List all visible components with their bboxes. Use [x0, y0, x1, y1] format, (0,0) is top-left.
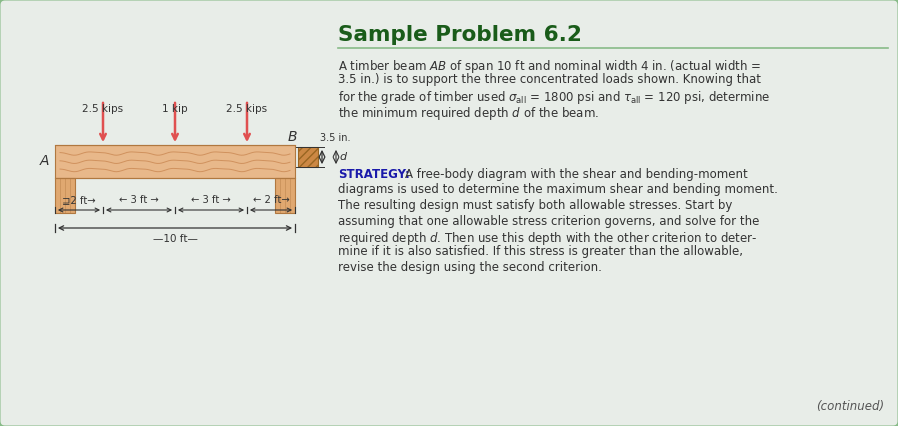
Text: STRATEGY:: STRATEGY: — [338, 168, 409, 181]
Text: ← 3 ft →: ← 3 ft → — [191, 195, 231, 205]
Text: 3.5 in.) is to support the three concentrated loads shown. Knowing that: 3.5 in.) is to support the three concent… — [338, 74, 761, 86]
Text: 2.5 kips: 2.5 kips — [226, 104, 268, 114]
Text: d: d — [339, 152, 346, 162]
Bar — [298, 147, 318, 167]
Bar — [275, 178, 295, 213]
Text: for the grade of timber used $\sigma_\mathrm{all}$ = 1800 psi and $\tau_\mathrm{: for the grade of timber used $\sigma_\ma… — [338, 89, 770, 106]
Text: assuming that one allowable stress criterion governs, and solve for the: assuming that one allowable stress crite… — [338, 215, 760, 227]
Bar — [55, 145, 295, 178]
Text: A: A — [40, 154, 49, 168]
Text: ← 3 ft →: ← 3 ft → — [119, 195, 159, 205]
Text: mine if it is also satisfied. If this stress is greater than the allowable,: mine if it is also satisfied. If this st… — [338, 245, 743, 259]
Text: ← 2 ft→: ← 2 ft→ — [252, 195, 289, 205]
Text: —10 ft—: —10 ft— — [153, 234, 198, 244]
Text: 1 kip: 1 kip — [163, 104, 188, 114]
Text: (continued): (continued) — [816, 400, 884, 413]
Text: diagrams is used to determine the maximum shear and bending moment.: diagrams is used to determine the maximu… — [338, 184, 778, 196]
Text: 3.5 in.: 3.5 in. — [320, 133, 350, 143]
Text: revise the design using the second criterion.: revise the design using the second crite… — [338, 261, 602, 274]
Text: The resulting design must satisfy both allowable stresses. Start by: The resulting design must satisfy both a… — [338, 199, 733, 212]
Text: required depth $\mathit{d}$. Then use this depth with the other criterion to det: required depth $\mathit{d}$. Then use th… — [338, 230, 757, 247]
Text: the minimum required depth $\mathit{d}$ of the beam.: the minimum required depth $\mathit{d}$ … — [338, 104, 599, 121]
Text: A free-body diagram with the shear and bending-moment: A free-body diagram with the shear and b… — [405, 168, 748, 181]
Text: A timber beam $\mathit{AB}$ of span 10 ft and nominal width 4 in. (actual width : A timber beam $\mathit{AB}$ of span 10 f… — [338, 58, 761, 75]
Bar — [55, 178, 75, 213]
Text: ⊒2 ft→: ⊒2 ft→ — [62, 195, 96, 205]
Text: Sample Problem 6.2: Sample Problem 6.2 — [338, 25, 582, 45]
Text: B: B — [287, 130, 297, 144]
Bar — [298, 147, 318, 167]
Text: 2.5 kips: 2.5 kips — [83, 104, 124, 114]
